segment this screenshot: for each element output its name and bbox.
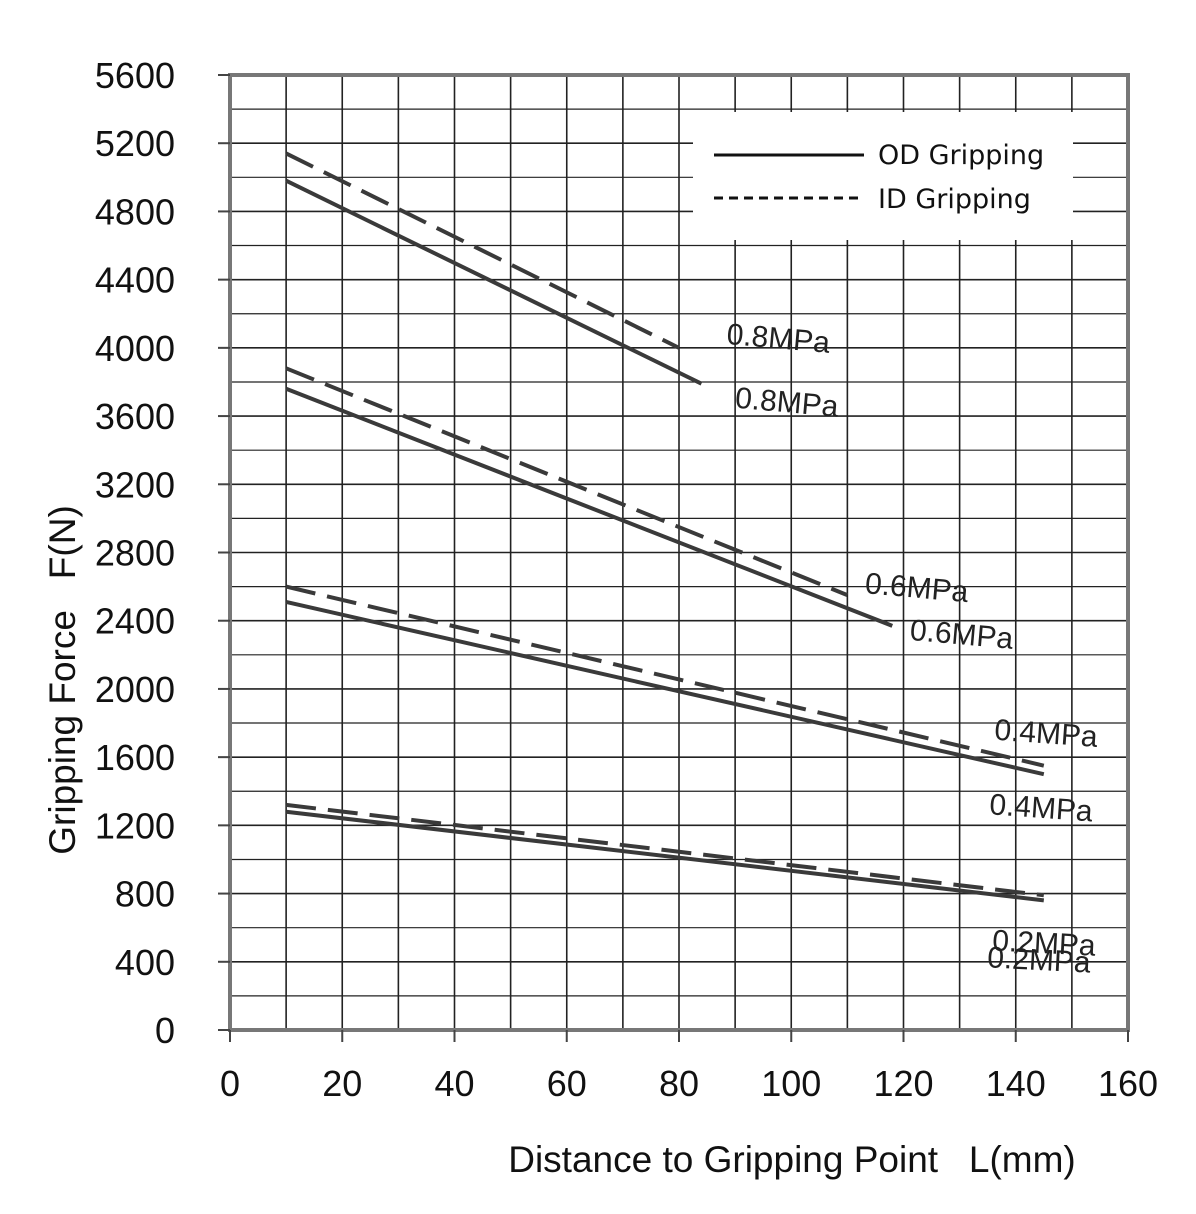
x-tick-label: 160: [1098, 1063, 1158, 1104]
x-tick-label: 60: [547, 1063, 587, 1104]
y-tick-label: 4400: [95, 260, 175, 301]
pressure-label: 0.6MPa: [864, 567, 970, 609]
x-tick-labels: 0 20 40 60 80 100 120 140 160: [220, 1063, 1158, 1104]
pressure-label: 0.2MPa: [986, 941, 1091, 979]
series-line-id-0.8MPa: [285, 151, 680, 350]
legend-label-od: OD Gripping: [878, 140, 1044, 171]
y-tick-label: 5600: [95, 55, 175, 96]
y-tick-label: 800: [115, 874, 175, 915]
pressure-label: 0.4MPa: [993, 714, 1099, 754]
y-tick-label: 400: [115, 942, 175, 983]
legend-box: [693, 112, 1073, 240]
pressure-label: 0.2MPa: [991, 924, 1096, 962]
y-tick-labels: 0 400 800 1200 1600 2000 2400 2800 3200 3600 4000 4…: [95, 55, 175, 1051]
y-tick-label: 2000: [95, 669, 175, 710]
legend: OD Gripping ID Gripping: [693, 112, 1073, 240]
pressure-label: 0.4MPa: [988, 788, 1094, 828]
y-tick-label: 1200: [95, 805, 175, 846]
x-tick-label: 80: [659, 1063, 699, 1104]
annotation-layer: 0.8MPa0.8MPa0.6MPa0.6MPa0.4MPa0.4MPa0.2M…: [725, 318, 1099, 980]
y-tick-label: 4000: [95, 328, 175, 369]
y-tick-label: 2800: [95, 533, 175, 574]
x-tick-label: 140: [986, 1063, 1046, 1104]
y-tick-label: 3200: [95, 464, 175, 505]
x-tick-label: 120: [873, 1063, 933, 1104]
series-line-id-0.6MPa: [285, 366, 849, 597]
y-tick-label: 2400: [95, 601, 175, 642]
y-tick-label: 4800: [95, 191, 175, 232]
y-tick-label: 5200: [95, 123, 175, 164]
x-tick-label: 40: [434, 1063, 474, 1104]
pressure-label: 0.8MPa: [725, 318, 831, 360]
series-line-od-0.8MPa: [285, 178, 703, 386]
series-layer: [285, 151, 1045, 903]
y-axis-title: Gripping Force F(N): [42, 505, 83, 855]
legend-label-id: ID Gripping: [878, 184, 1031, 215]
series-line-od-0.2MPa: [285, 809, 1045, 903]
series-line-id-0.4MPa: [285, 584, 1045, 768]
series-line-od-0.4MPa: [285, 600, 1045, 777]
x-tick-label: 0: [220, 1063, 240, 1104]
y-tick-label: 0: [155, 1010, 175, 1051]
series-line-id-0.2MPa: [285, 802, 1045, 898]
x-tick-label: 100: [761, 1063, 821, 1104]
x-tick-label: 20: [322, 1063, 362, 1104]
y-tick-label: 3600: [95, 396, 175, 437]
y-tick-label: 1600: [95, 737, 175, 778]
pressure-label: 0.8MPa: [734, 382, 840, 424]
x-axis-title: Distance to Gripping Point L(mm): [508, 1139, 1076, 1180]
tick-marks: [218, 74, 1129, 1042]
series-line-od-0.6MPa: [285, 386, 894, 628]
